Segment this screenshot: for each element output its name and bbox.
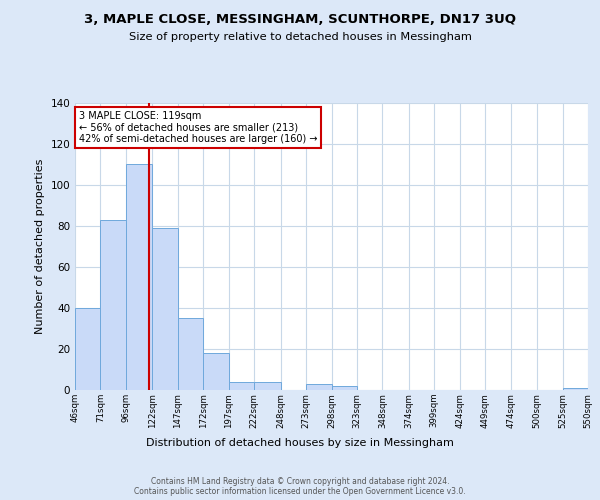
Bar [306, 384, 331, 390]
Bar [152, 228, 178, 390]
Text: Contains public sector information licensed under the Open Government Licence v3: Contains public sector information licen… [134, 486, 466, 496]
Bar [100, 220, 126, 390]
Text: 3, MAPLE CLOSE, MESSINGHAM, SCUNTHORPE, DN17 3UQ: 3, MAPLE CLOSE, MESSINGHAM, SCUNTHORPE, … [84, 13, 516, 26]
Bar [331, 386, 357, 390]
Bar [203, 353, 229, 390]
Text: Size of property relative to detached houses in Messingham: Size of property relative to detached ho… [128, 32, 472, 42]
Bar [563, 388, 588, 390]
Bar [178, 318, 203, 390]
Bar [126, 164, 152, 390]
Bar [75, 308, 100, 390]
Bar [229, 382, 254, 390]
Y-axis label: Number of detached properties: Number of detached properties [35, 158, 45, 334]
Text: 3 MAPLE CLOSE: 119sqm
← 56% of detached houses are smaller (213)
42% of semi-det: 3 MAPLE CLOSE: 119sqm ← 56% of detached … [79, 110, 317, 144]
Text: Contains HM Land Registry data © Crown copyright and database right 2024.: Contains HM Land Registry data © Crown c… [151, 476, 449, 486]
Text: Distribution of detached houses by size in Messingham: Distribution of detached houses by size … [146, 438, 454, 448]
Bar [254, 382, 281, 390]
